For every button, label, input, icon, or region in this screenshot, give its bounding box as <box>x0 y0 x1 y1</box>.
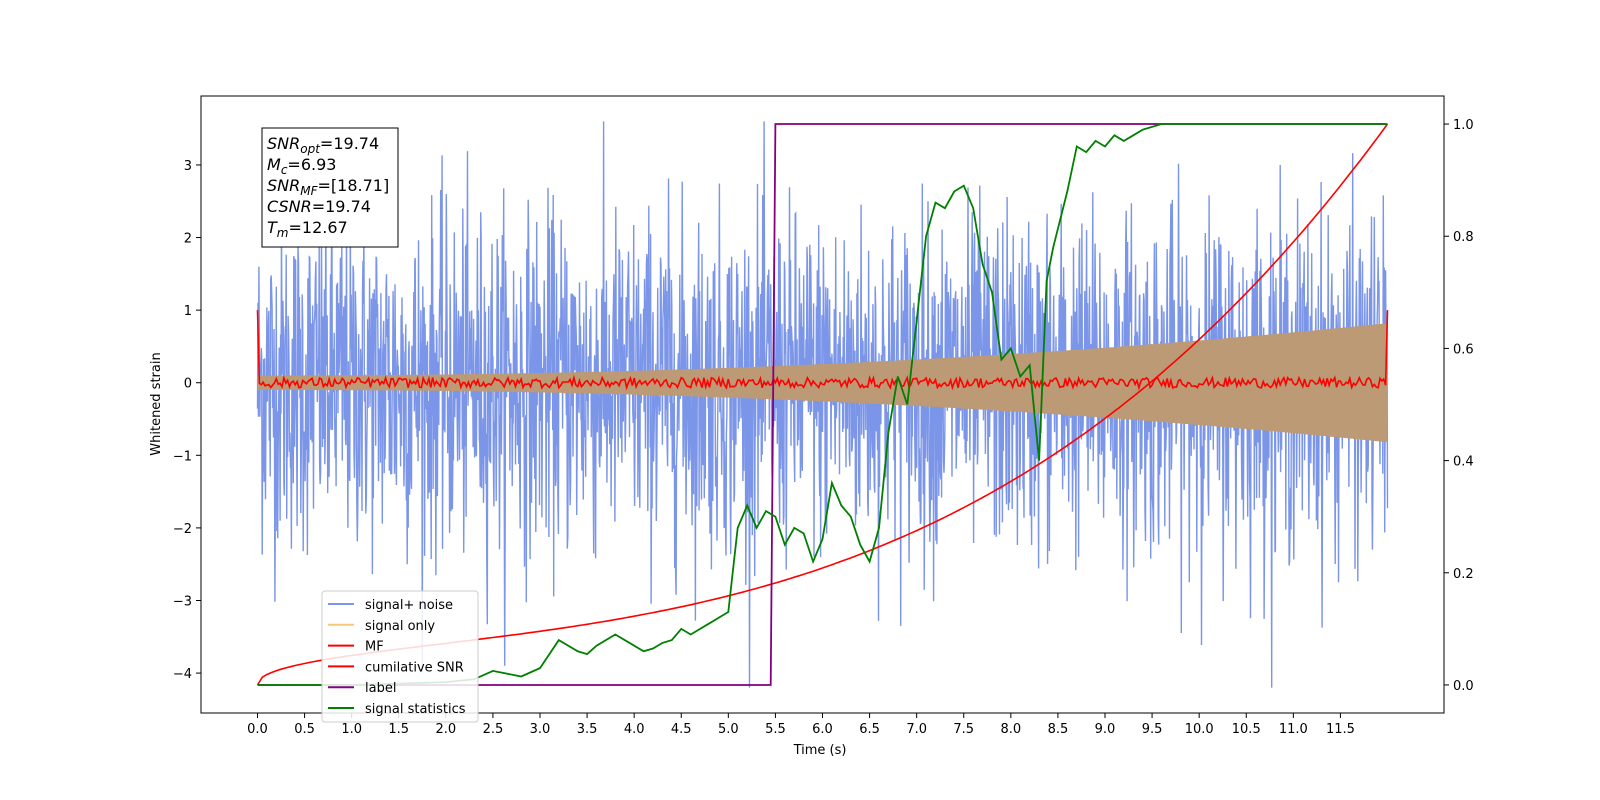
x-tick-label: 3.5 <box>577 722 598 737</box>
legend-frame <box>321 590 479 723</box>
legend-label: signal statistics <box>365 702 466 717</box>
x-tick-label: 2.0 <box>435 722 456 737</box>
series-label <box>257 123 1386 686</box>
annotation-frame <box>261 127 399 248</box>
x-tick-label: 11.0 <box>1279 722 1308 737</box>
y-axis-right: 1.0 0.8 0.6 0.4 0.2 0.0 <box>1444 118 1474 694</box>
annotation-line: CSNR=19.74 <box>267 197 371 216</box>
x-tick-label: 1.0 <box>341 722 362 737</box>
x-tick-label: 3.0 <box>530 722 551 737</box>
x-axis: 0.0 0.5 1.0 1.5 2.0 2.5 3.0 3.5 4.0 4.5 5.0 5.5 6.0 6… <box>247 713 1355 737</box>
annotation-line: SNRMF=[18.71] <box>267 176 389 198</box>
stats-annotation-box: SNRopt=19.74Mc=6.93SNRMF=[18.71]CSNR=19.… <box>261 127 399 248</box>
x-tick-label: 11.5 <box>1326 722 1355 737</box>
x-tick-label: 6.5 <box>859 722 880 737</box>
x-tick-label: 8.5 <box>1048 722 1069 737</box>
x-tick-label: 9.0 <box>1095 722 1116 737</box>
x-tick-label: 1.5 <box>388 722 409 737</box>
x-tick-label: 6.0 <box>812 722 833 737</box>
y-axis-left: 3 2 1 0 −1 −2 −3 −4 <box>173 159 201 682</box>
x-tick-label: 7.5 <box>953 722 974 737</box>
x-tick-label: 9.5 <box>1142 722 1163 737</box>
series-signal-only <box>257 323 1388 443</box>
series-mf <box>256 310 1389 391</box>
y2-tick-label: 0.8 <box>1453 230 1474 245</box>
legend-label: label <box>365 681 396 696</box>
x-tick-label: 2.5 <box>483 722 504 737</box>
y2-tick-label: 0.0 <box>1453 679 1474 694</box>
y-tick-label: 3 <box>184 159 192 174</box>
x-tick-label: 10.5 <box>1232 722 1261 737</box>
y-axis-label: Whitened strain <box>149 352 164 455</box>
y2-tick-label: 0.6 <box>1453 342 1474 357</box>
y-tick-label: −2 <box>173 522 192 537</box>
y-tick-label: 1 <box>184 304 192 319</box>
y-tick-label: 0 <box>184 377 192 392</box>
y-tick-label: −3 <box>173 594 192 609</box>
x-tick-label: 10.0 <box>1185 722 1214 737</box>
y2-tick-label: 0.4 <box>1453 455 1474 470</box>
y2-tick-label: 1.0 <box>1453 118 1474 133</box>
legend: signal+ noise signal only MF cumilative SNR… <box>321 590 479 723</box>
x-tick-label: 5.5 <box>765 722 786 737</box>
legend-label: signal+ noise <box>365 598 453 613</box>
y-tick-label: −4 <box>173 667 192 682</box>
x-tick-label: 0.0 <box>247 722 268 737</box>
annotation-line: Tm=12.67 <box>267 218 348 240</box>
x-tick-label: 0.5 <box>294 722 315 737</box>
x-tick-label: 8.0 <box>1000 722 1021 737</box>
x-tick-label: 4.5 <box>671 722 692 737</box>
x-tick-label: 5.0 <box>718 722 739 737</box>
series-signal-statistics <box>257 123 1388 686</box>
legend-label: signal only <box>365 619 435 634</box>
y-tick-label: −1 <box>173 449 192 464</box>
x-tick-label: 4.0 <box>624 722 645 737</box>
annotation-line: SNRopt=19.74 <box>267 134 379 156</box>
y-tick-label: 2 <box>184 232 192 247</box>
legend-label: MF <box>365 640 384 655</box>
x-tick-label: 7.0 <box>906 722 927 737</box>
x-axis-label: Time (s) <box>793 743 847 758</box>
y2-tick-label: 0.2 <box>1453 567 1474 582</box>
annotation-line: Mc=6.93 <box>267 155 336 177</box>
legend-label: cumilative SNR <box>365 660 464 675</box>
